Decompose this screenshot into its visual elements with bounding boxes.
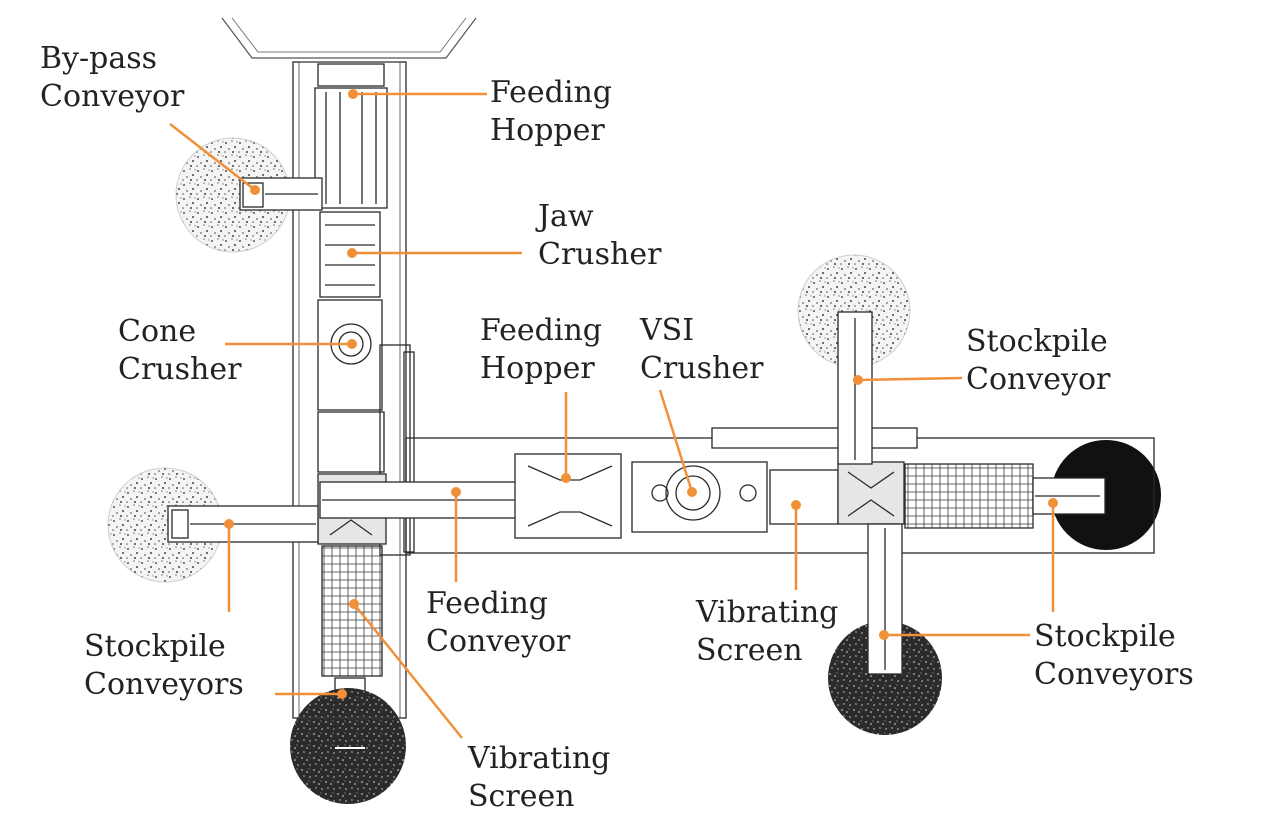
leader-bypass-conveyor — [169, 123, 256, 191]
label-stockpile-conveyors-left: Stockpile Conveyors — [84, 628, 244, 704]
label-line: Conveyor — [40, 79, 185, 114]
label-line: Crusher — [118, 352, 242, 387]
label-line: Screen — [468, 779, 575, 814]
label-vibrating-screen-mid: Vibrating Screen — [696, 594, 838, 670]
label-vsi-crusher: VSI Crusher — [640, 312, 763, 388]
label-line: VSI — [640, 313, 695, 348]
label-line: By-pass — [40, 41, 158, 76]
label-bypass-conveyor: By-pass Conveyor — [40, 40, 184, 116]
label-line: Conveyors — [84, 667, 244, 702]
leader-lines — [169, 92, 1055, 739]
secondary-module — [319, 427, 1155, 554]
label-vibrating-screen-bottom: Vibrating Screen — [468, 740, 610, 816]
label-feeding-hopper-top: Feeding Hopper — [490, 74, 612, 150]
label-cone-crusher: Cone Crusher — [118, 313, 241, 389]
label-feeding-hopper-mid: Feeding Hopper — [480, 312, 602, 388]
leader-vibrating-screen-bottom — [353, 603, 463, 739]
label-line: Stockpile — [1034, 619, 1176, 654]
label-line: Vibrating — [696, 595, 839, 630]
stockpile-cone-bottom-right — [828, 621, 942, 735]
label-line: Screen — [696, 633, 803, 668]
label-line: Jaw — [538, 199, 594, 234]
label-line: Stockpile — [966, 324, 1108, 359]
label-line: Crusher — [538, 237, 662, 272]
label-line: Conveyor — [426, 624, 571, 659]
label-stockpile-conveyors-right: Stockpile Conveyors — [1034, 618, 1194, 694]
leader-dots — [224, 89, 1058, 699]
label-line: Hopper — [490, 113, 605, 148]
label-line: Stockpile — [84, 629, 226, 664]
label-stockpile-conveyor: Stockpile Conveyor — [966, 323, 1110, 399]
label-line: Hopper — [480, 351, 595, 386]
label-feeding-conveyor: Feeding Conveyor — [426, 585, 570, 661]
left-stockpile-conveyor-body — [167, 505, 319, 543]
right-stockpile-conveyors-body — [837, 311, 903, 675]
primary-module — [221, 17, 477, 749]
label-line: Crusher — [640, 351, 764, 386]
label-line: Conveyors — [1034, 657, 1194, 692]
stockpile-cone-far-right — [1051, 440, 1161, 550]
label-line: Cone — [118, 314, 197, 349]
label-line: Feeding — [480, 313, 603, 348]
label-line: Vibrating — [468, 741, 611, 776]
label-line: Feeding — [490, 75, 613, 110]
leader-stockpile-conveyor — [857, 376, 963, 382]
label-jaw-crusher: Jaw Crusher — [538, 198, 661, 274]
label-line: Feeding — [426, 586, 549, 621]
stockpile-cone-bottom — [290, 688, 406, 804]
label-line: Conveyor — [966, 362, 1111, 397]
leader-vsi-crusher — [658, 389, 694, 493]
